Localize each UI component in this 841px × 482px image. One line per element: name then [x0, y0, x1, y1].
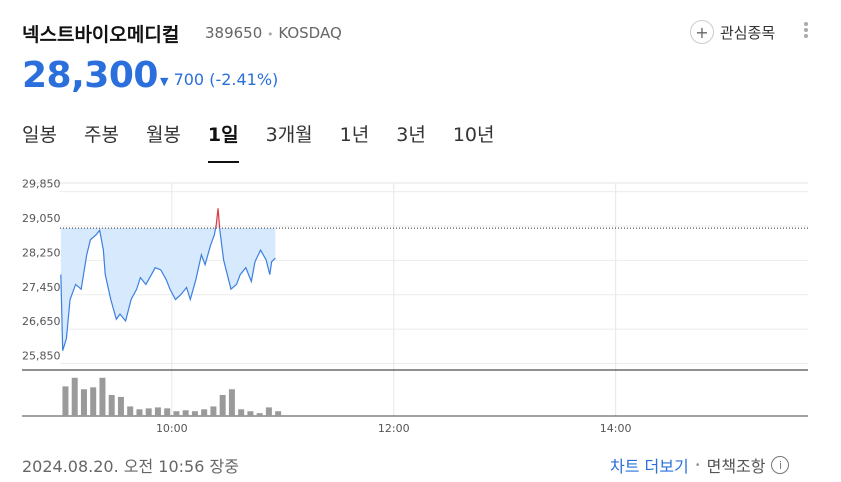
volume-bar: [219, 394, 226, 416]
separator: •: [267, 28, 274, 41]
tab[interactable]: 주봉: [83, 124, 119, 146]
tab[interactable]: 월봉: [145, 124, 181, 146]
stock-code: 389650 • KOSDAQ: [205, 24, 342, 42]
footer-links: 차트 더보기 • 면책조항 i: [610, 453, 790, 477]
volume-bar: [127, 406, 134, 416]
period-tabs: 일봉 주봉 월봉 1일 3개월 1년 3년 10년: [22, 120, 522, 163]
plus-icon: +: [690, 20, 714, 44]
volume-bar: [210, 406, 217, 416]
market: KOSDAQ: [278, 24, 342, 42]
volume-bar: [154, 407, 161, 416]
volume-bar: [247, 411, 254, 416]
tab[interactable]: 1일: [207, 120, 239, 163]
y-tick-label: 25,850: [22, 350, 61, 363]
watch-button[interactable]: + 관심종목: [690, 20, 775, 44]
volume-bar: [164, 408, 171, 416]
volume-bar: [117, 396, 124, 416]
volume-bar: [191, 411, 198, 416]
separator: •: [694, 459, 701, 471]
volume-bar: [90, 387, 97, 416]
x-tick-label: 12:00: [378, 422, 410, 435]
y-tick-label: 27,450: [22, 281, 61, 294]
y-tick-label: 28,250: [22, 246, 61, 259]
volume-bar: [201, 409, 208, 416]
volume-bar: [173, 411, 180, 416]
volume-bar: [99, 377, 106, 416]
volume-bar: [182, 410, 189, 416]
more-chart-link[interactable]: 차트 더보기: [610, 457, 689, 476]
volume-bar: [238, 409, 245, 416]
volume-bar: [256, 413, 263, 416]
volume-bar: [71, 377, 78, 416]
tab[interactable]: 10년: [452, 124, 495, 146]
info-icon[interactable]: i: [771, 456, 790, 474]
x-tick-label: 10:00: [156, 422, 188, 435]
tab[interactable]: 3년: [396, 124, 426, 146]
timestamp: 2024.08.20. 오전 10:56 장중: [22, 457, 239, 476]
volume-bar: [136, 409, 143, 416]
volume-bar: [145, 408, 152, 416]
price-change: ▼ 700 (-2.41%): [160, 70, 279, 89]
more-menu[interactable]: [804, 20, 810, 40]
y-tick-label: 26,650: [22, 315, 61, 328]
x-tick-label: 14:00: [600, 422, 632, 435]
change-percent: (-2.41%): [209, 70, 279, 89]
tab[interactable]: 1년: [339, 124, 370, 146]
stock-name: 넥스트바이오메디컬: [22, 24, 180, 46]
change: 700: [173, 70, 205, 89]
tab[interactable]: 3개월: [265, 124, 313, 146]
volume-bar: [108, 394, 115, 416]
volume-bar: [80, 389, 87, 416]
volume-bar: [228, 389, 235, 416]
volume-bar: [62, 386, 69, 416]
volume-bar: [275, 411, 282, 416]
price-line: [60, 208, 276, 351]
watch-label: 관심종목: [720, 23, 776, 42]
tab[interactable]: 일봉: [22, 124, 57, 146]
volume-bar: [265, 407, 272, 416]
disclaimer-link[interactable]: 면책조항: [706, 457, 766, 476]
code: 389650: [205, 24, 263, 42]
y-tick-label: 29,050: [22, 212, 61, 225]
y-tick-label: 29,850: [22, 178, 61, 191]
price: 28,300: [22, 55, 158, 96]
